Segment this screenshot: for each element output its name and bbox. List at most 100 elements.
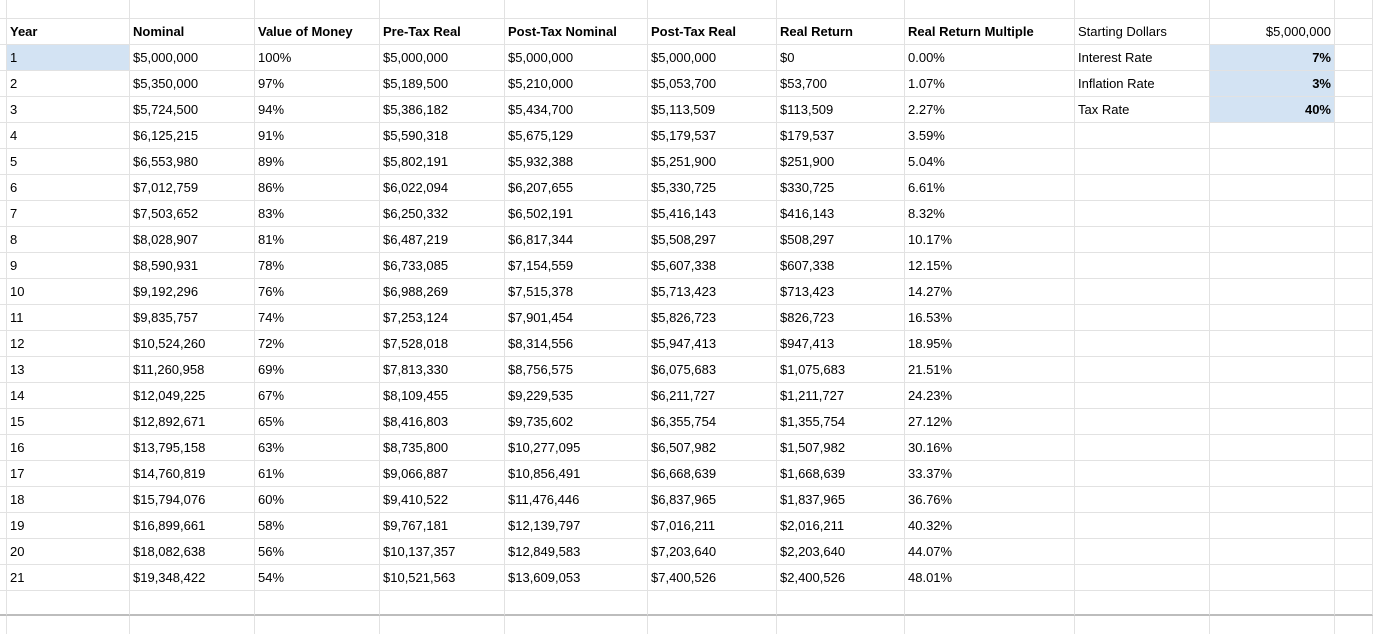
cell[interactable]: 86% [255,175,380,201]
cell[interactable]: $8,109,455 [380,383,505,409]
cell[interactable]: $5,802,191 [380,149,505,175]
cell[interactable]: $10,137,357 [380,539,505,565]
cell[interactable]: 19 [7,513,130,539]
cell[interactable]: $11,476,446 [505,487,648,513]
cell[interactable]: $6,250,332 [380,201,505,227]
empty-cell[interactable] [1335,357,1373,383]
cell[interactable]: 0.00% [905,45,1075,71]
cell[interactable]: $9,410,522 [380,487,505,513]
cell[interactable]: $508,297 [777,227,905,253]
empty-cell[interactable] [1210,279,1335,305]
cell[interactable]: $6,502,191 [505,201,648,227]
cell[interactable]: 7 [7,201,130,227]
cell[interactable]: 12 [7,331,130,357]
cell[interactable]: $7,253,124 [380,305,505,331]
empty-cell[interactable] [1210,591,1335,616]
cell[interactable]: $416,143 [777,201,905,227]
empty-cell[interactable] [1210,513,1335,539]
empty-cell[interactable] [1335,616,1373,634]
empty-cell[interactable] [1075,539,1210,565]
empty-cell[interactable] [0,201,7,227]
empty-cell[interactable] [1210,0,1335,19]
empty-cell[interactable] [7,616,130,634]
cell[interactable]: 48.01% [905,565,1075,591]
cell[interactable]: 15 [7,409,130,435]
empty-cell[interactable] [905,0,1075,19]
cell[interactable]: $6,211,727 [648,383,777,409]
cell[interactable]: $5,724,500 [130,97,255,123]
cell[interactable]: 91% [255,123,380,149]
empty-cell[interactable] [0,331,7,357]
cell[interactable]: $8,028,907 [130,227,255,253]
cell[interactable]: $9,192,296 [130,279,255,305]
cell[interactable]: $11,260,958 [130,357,255,383]
cell[interactable]: $5,713,423 [648,279,777,305]
empty-cell[interactable] [1075,0,1210,19]
empty-cell[interactable] [380,0,505,19]
cell[interactable]: $6,553,980 [130,149,255,175]
param-label[interactable]: Tax Rate [1075,97,1210,123]
cell[interactable]: $12,139,797 [505,513,648,539]
empty-cell[interactable] [1335,97,1373,123]
cell[interactable]: $826,723 [777,305,905,331]
cell[interactable]: 16 [7,435,130,461]
empty-cell[interactable] [505,616,648,634]
param-value[interactable]: 3% [1210,71,1335,97]
empty-cell[interactable] [1210,305,1335,331]
empty-cell[interactable] [130,0,255,19]
cell[interactable]: 61% [255,461,380,487]
empty-cell[interactable] [1335,487,1373,513]
empty-cell[interactable] [0,19,7,45]
empty-cell[interactable] [777,0,905,19]
cell[interactable]: $12,849,583 [505,539,648,565]
cell[interactable]: $10,277,095 [505,435,648,461]
empty-cell[interactable] [1210,201,1335,227]
empty-cell[interactable] [0,435,7,461]
cell[interactable]: $607,338 [777,253,905,279]
empty-cell[interactable] [1075,383,1210,409]
cell[interactable]: 8 [7,227,130,253]
cell[interactable]: 94% [255,97,380,123]
cell[interactable]: 11 [7,305,130,331]
empty-cell[interactable] [0,539,7,565]
empty-cell[interactable] [1335,279,1373,305]
cell[interactable]: $6,207,655 [505,175,648,201]
param-value[interactable]: 7% [1210,45,1335,71]
cell[interactable]: 100% [255,45,380,71]
cell[interactable]: $6,837,965 [648,487,777,513]
cell[interactable]: $1,668,639 [777,461,905,487]
empty-cell[interactable] [1335,149,1373,175]
empty-cell[interactable] [1075,201,1210,227]
empty-cell[interactable] [1335,461,1373,487]
cell[interactable]: 2 [7,71,130,97]
empty-cell[interactable] [777,591,905,616]
cell[interactable]: $330,725 [777,175,905,201]
cell[interactable]: $6,487,219 [380,227,505,253]
cell[interactable]: $1,211,727 [777,383,905,409]
empty-cell[interactable] [1075,435,1210,461]
cell[interactable]: $7,203,640 [648,539,777,565]
cell[interactable]: $18,082,638 [130,539,255,565]
empty-cell[interactable] [1075,331,1210,357]
empty-cell[interactable] [1075,227,1210,253]
cell[interactable]: $5,416,143 [648,201,777,227]
empty-cell[interactable] [0,123,7,149]
cell[interactable]: 24.23% [905,383,1075,409]
cell[interactable]: 74% [255,305,380,331]
empty-cell[interactable] [1335,19,1373,45]
cell[interactable]: $1,507,982 [777,435,905,461]
empty-cell[interactable] [0,591,7,616]
cell[interactable]: 2.27% [905,97,1075,123]
cell[interactable]: $2,203,640 [777,539,905,565]
empty-cell[interactable] [255,0,380,19]
empty-cell[interactable] [255,616,380,634]
empty-cell[interactable] [1075,305,1210,331]
empty-cell[interactable] [1210,435,1335,461]
empty-cell[interactable] [1335,305,1373,331]
cell[interactable]: 20 [7,539,130,565]
empty-cell[interactable] [1335,253,1373,279]
empty-cell[interactable] [1210,409,1335,435]
empty-cell[interactable] [1210,149,1335,175]
column-header[interactable]: Post-Tax Nominal [505,19,648,45]
cell[interactable]: 56% [255,539,380,565]
